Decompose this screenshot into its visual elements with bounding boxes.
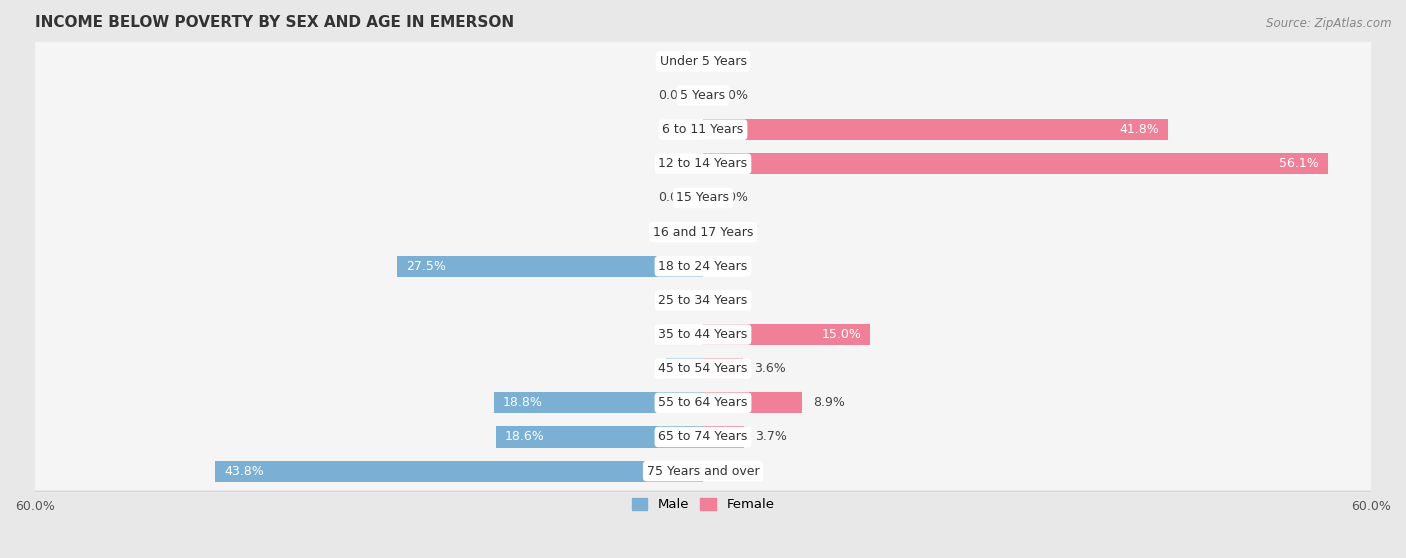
Text: 41.8%: 41.8% (1119, 123, 1160, 136)
Bar (666, 358, 703, 379)
Bar (494, 392, 703, 413)
FancyBboxPatch shape (22, 247, 1384, 286)
Bar (396, 256, 703, 277)
Text: 3.7%: 3.7% (755, 430, 787, 444)
FancyBboxPatch shape (24, 248, 1385, 287)
Text: 56.1%: 56.1% (1279, 157, 1319, 170)
FancyBboxPatch shape (24, 453, 1385, 492)
Text: 3.3%: 3.3% (675, 362, 707, 375)
FancyBboxPatch shape (22, 383, 1384, 422)
Text: 15.0%: 15.0% (821, 328, 860, 341)
FancyBboxPatch shape (22, 179, 1384, 218)
Bar (703, 392, 801, 413)
FancyBboxPatch shape (24, 44, 1385, 82)
Text: 0.0%: 0.0% (717, 225, 748, 239)
FancyBboxPatch shape (22, 281, 1384, 320)
Text: 18 to 24 Years: 18 to 24 Years (658, 260, 748, 273)
FancyBboxPatch shape (24, 112, 1385, 151)
Text: 65 to 74 Years: 65 to 74 Years (658, 430, 748, 444)
Text: 35 to 44 Years: 35 to 44 Years (658, 328, 748, 341)
Text: 45 to 54 Years: 45 to 54 Years (658, 362, 748, 375)
Bar (215, 460, 703, 482)
Text: 0.0%: 0.0% (658, 191, 689, 204)
FancyBboxPatch shape (24, 78, 1385, 117)
Text: Under 5 Years: Under 5 Years (659, 55, 747, 68)
Text: 18.6%: 18.6% (505, 430, 544, 444)
FancyBboxPatch shape (22, 315, 1384, 354)
Text: 0.0%: 0.0% (658, 225, 689, 239)
Text: 16 and 17 Years: 16 and 17 Years (652, 225, 754, 239)
FancyBboxPatch shape (24, 180, 1385, 219)
Text: 8.9%: 8.9% (813, 396, 845, 410)
Text: Source: ZipAtlas.com: Source: ZipAtlas.com (1267, 17, 1392, 30)
Text: 12 to 14 Years: 12 to 14 Years (658, 157, 748, 170)
Bar (496, 426, 703, 448)
FancyBboxPatch shape (24, 214, 1385, 253)
Text: 0.0%: 0.0% (658, 123, 689, 136)
Text: 0.0%: 0.0% (658, 328, 689, 341)
Bar (703, 358, 744, 379)
Text: 0.0%: 0.0% (717, 465, 748, 478)
Text: 0.0%: 0.0% (717, 260, 748, 273)
FancyBboxPatch shape (22, 110, 1384, 149)
Legend: Male, Female: Male, Female (626, 493, 780, 517)
FancyBboxPatch shape (22, 417, 1384, 456)
FancyBboxPatch shape (24, 385, 1385, 424)
FancyBboxPatch shape (24, 350, 1385, 389)
Text: 75 Years and over: 75 Years and over (647, 465, 759, 478)
Text: INCOME BELOW POVERTY BY SEX AND AGE IN EMERSON: INCOME BELOW POVERTY BY SEX AND AGE IN E… (35, 15, 515, 30)
Text: 0.0%: 0.0% (658, 157, 689, 170)
FancyBboxPatch shape (22, 213, 1384, 252)
Text: 0.0%: 0.0% (717, 191, 748, 204)
FancyBboxPatch shape (24, 282, 1385, 321)
Text: 43.8%: 43.8% (224, 465, 264, 478)
Bar (703, 324, 870, 345)
Bar (703, 153, 1327, 175)
Text: 0.0%: 0.0% (717, 89, 748, 102)
Text: 5 Years: 5 Years (681, 89, 725, 102)
Text: 0.0%: 0.0% (717, 55, 748, 68)
Text: 0.0%: 0.0% (658, 294, 689, 307)
FancyBboxPatch shape (22, 145, 1384, 183)
Text: 0.0%: 0.0% (658, 89, 689, 102)
Text: 27.5%: 27.5% (406, 260, 446, 273)
FancyBboxPatch shape (24, 316, 1385, 355)
FancyBboxPatch shape (22, 76, 1384, 115)
FancyBboxPatch shape (22, 42, 1384, 81)
Bar (703, 426, 744, 448)
FancyBboxPatch shape (24, 146, 1385, 185)
Text: 15 Years: 15 Years (676, 191, 730, 204)
Text: 6 to 11 Years: 6 to 11 Years (662, 123, 744, 136)
Bar (703, 119, 1168, 140)
Text: 25 to 34 Years: 25 to 34 Years (658, 294, 748, 307)
Text: 0.0%: 0.0% (717, 294, 748, 307)
FancyBboxPatch shape (24, 419, 1385, 458)
Text: 18.8%: 18.8% (502, 396, 543, 410)
Text: 55 to 64 Years: 55 to 64 Years (658, 396, 748, 410)
FancyBboxPatch shape (22, 451, 1384, 490)
FancyBboxPatch shape (22, 349, 1384, 388)
Text: 3.6%: 3.6% (754, 362, 786, 375)
Text: 0.0%: 0.0% (658, 55, 689, 68)
